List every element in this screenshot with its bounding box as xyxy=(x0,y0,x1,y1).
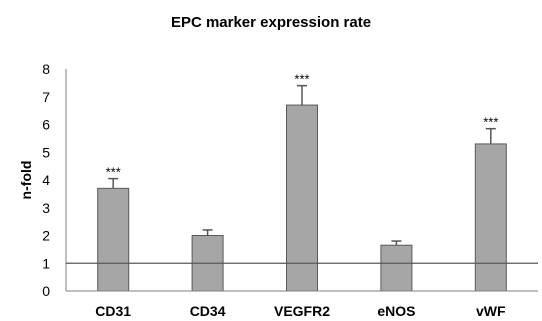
x-tick-label: eNOS xyxy=(377,303,415,319)
bar-enos xyxy=(380,244,413,292)
x-tick-label: CD34 xyxy=(190,303,226,319)
x-tick-label: vWF xyxy=(476,303,506,319)
significance-marker: *** xyxy=(106,165,121,180)
y-tick-label: 1 xyxy=(42,255,50,271)
x-tick-label: CD31 xyxy=(95,303,131,319)
y-tick-label: 2 xyxy=(42,228,50,244)
significance-markers: *** *** *** xyxy=(106,72,499,180)
y-tick-label: 0 xyxy=(42,283,50,299)
bar-cd31 xyxy=(97,187,130,292)
y-tick-label: 8 xyxy=(42,61,50,77)
y-tick-label: 4 xyxy=(42,172,50,188)
y-axis-ticks: 0 1 2 3 4 5 6 7 8 xyxy=(42,61,50,299)
y-axis-label: n-fold xyxy=(18,161,34,200)
bar-vwf xyxy=(474,143,507,292)
chart-title: EPC marker expression rate xyxy=(171,14,371,31)
significance-marker: *** xyxy=(294,72,309,87)
x-tick-label: VEGFR2 xyxy=(274,303,330,319)
y-tick-label: 5 xyxy=(42,144,50,160)
y-tick-label: 3 xyxy=(42,200,50,216)
y-tick-label: 7 xyxy=(42,89,50,105)
significance-marker: *** xyxy=(483,115,498,130)
error-bars-group xyxy=(108,84,496,246)
y-tick-label: 6 xyxy=(42,117,50,133)
x-axis-ticks: CD31 CD34 VEGFR2 eNOS vWF xyxy=(95,303,506,319)
